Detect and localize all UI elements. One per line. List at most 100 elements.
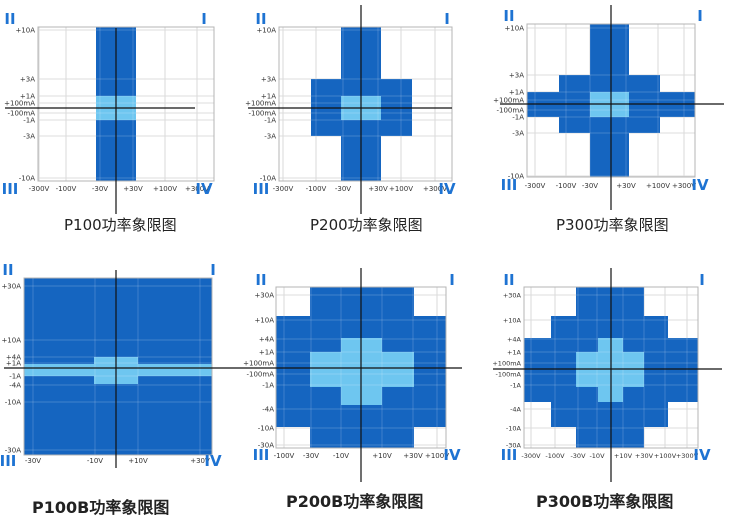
y-tick-label: +100mA [492,360,521,368]
x-tick-label: -10V [589,452,605,460]
quadrant-label-i: I [699,271,705,289]
y-tick-label: +1A [261,93,276,101]
y-tick-label: +100mA [243,360,274,368]
x-tick-label: -10V [333,452,349,460]
y-tick-label: -100mA [495,371,521,379]
x-tick-label: -30V [582,182,598,190]
x-tick-label: -100V [274,452,295,460]
y-tick-label: -10A [260,175,276,183]
quadrant-label-ii: II [255,271,266,289]
x-tick-label: +10V [614,452,633,460]
y-tick-label: +10A [503,317,522,325]
y-tick-label: +30A [1,283,21,291]
x-tick-label: -30V [335,185,351,193]
quadrant-label-iii: III [253,180,270,198]
plot-frame [37,26,215,182]
x-tick-label: -30V [303,452,319,460]
x-tick-label: -300V [273,185,294,193]
x-tick-label: +300V [185,185,209,193]
x-tick-label: +100V [425,452,449,460]
y-tick-label: +10A [504,25,524,33]
plot-frame [278,26,453,182]
x-tick-label: -300V [525,182,546,190]
y-tick-label: +30A [254,292,274,300]
x-tick-label: -10V [87,457,103,465]
quadrant-label-iii: III [2,180,19,198]
caption-p300: P300功率象限图 [556,216,669,234]
y-tick-label: +1A [509,89,524,97]
y-tick-label: +10A [254,317,274,325]
y-tick-label: -4A [510,406,521,414]
quadrant-label-iii: III [501,446,518,464]
quadrant-label-iv: IV [438,180,456,198]
y-tick-label: -10A [506,425,522,433]
quadrant-label-iii: III [501,176,518,194]
y-tick-label: +100mA [245,100,276,108]
caption-p200: P200功率象限图 [310,216,423,234]
x-tick-label: +30V [616,182,636,190]
x-tick-label: +100V [153,185,177,193]
caption-p100: P100功率象限图 [64,216,177,234]
x-tick-label: -30V [92,185,108,193]
y-tick-label: +1A [507,349,522,357]
quadrant-label-iii: III [0,452,16,470]
y-tick-label: -1A [262,382,274,390]
x-tick-label: +10V [128,457,148,465]
quadrant-label-i: I [444,10,450,28]
quadrant-label-i: I [449,271,455,289]
y-tick-label: +10A [256,27,276,35]
x-tick-label: +30V [123,185,143,193]
y-tick-label: -100mA [8,110,36,118]
y-tick-label: -30A [506,442,522,450]
y-tick-label: -10A [258,425,274,433]
y-tick-label: +10A [1,337,21,345]
y-tick-label: +10A [15,27,35,35]
y-tick-label: -100mA [247,371,275,379]
caption-p100b: P100B功率象限图 [32,498,170,517]
y-tick-label: -30A [5,447,21,455]
quadrant-label-iv: IV [204,452,222,470]
x-tick-label: +300V [676,452,699,460]
x-tick-label: -30V [570,452,586,460]
caption-p300b: P300B功率象限图 [536,492,674,511]
y-tick-label: -30A [258,442,274,450]
y-tick-label: +1A [6,360,21,368]
y-tick-label: +3A [261,76,276,84]
x-tick-label: -100V [545,452,565,460]
quadrant-label-ii: II [4,10,15,28]
x-tick-label: -30V [25,457,41,465]
x-tick-label: +300V [423,185,447,193]
y-tick-label: -3A [512,130,524,138]
y-tick-label: -1A [264,117,276,125]
quadrant-label-i: I [201,10,207,28]
y-tick-label: +100mA [4,100,35,108]
operating-region-light [24,364,212,376]
x-tick-label: -100V [306,185,327,193]
y-tick-label: -4A [9,382,21,390]
quadrant-label-iv: IV [443,446,461,464]
y-tick-label: -10A [5,399,21,407]
x-tick-label: +100V [654,452,677,460]
y-tick-label: +4A [6,354,21,362]
y-tick-label: -1A [510,382,521,390]
quadrant-label-ii: II [255,10,266,28]
y-tick-label: -10A [19,175,35,183]
y-tick-label: -3A [23,133,35,141]
plot-frame [23,277,213,456]
quadrant-label-ii: II [503,7,514,25]
x-tick-label: -300V [29,185,50,193]
x-tick-label: +100V [646,182,670,190]
y-tick-label: +30A [503,292,522,300]
y-tick-label: +4A [259,336,274,344]
x-tick-label: -300V [521,452,541,460]
x-tick-label: +30V [403,452,423,460]
y-tick-label: -10A [508,173,524,181]
y-tick-label: -4A [262,406,274,414]
y-tick-label: -1A [9,373,21,381]
y-tick-label: +3A [20,76,35,84]
